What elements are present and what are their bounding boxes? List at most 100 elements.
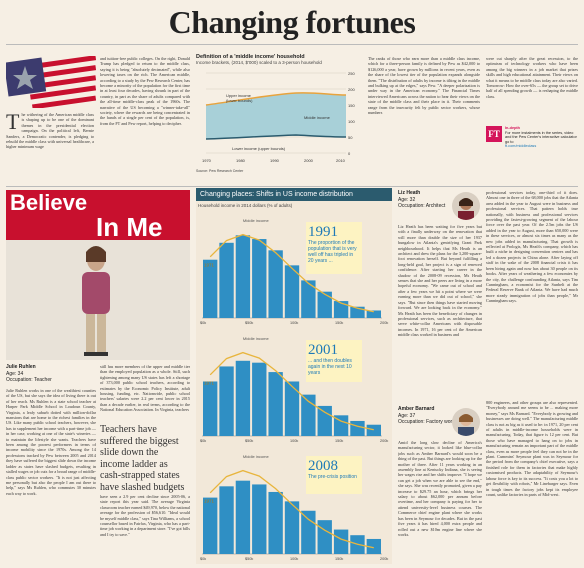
middle-income-band xyxy=(206,92,346,139)
promo-title: In-depth xyxy=(505,126,520,130)
histogram-bar xyxy=(301,280,316,318)
person3-text: Amid the long slow decline of America's … xyxy=(398,440,482,537)
histogram-bar xyxy=(252,362,267,436)
x-tick-label: 150k xyxy=(335,439,343,443)
label-middle-income: Middle income xyxy=(243,336,270,341)
histogram-bar xyxy=(366,310,381,318)
y-tick: 100 xyxy=(348,119,355,124)
promo-link[interactable]: ft.com/middleclass xyxy=(505,144,537,149)
histogram-bar xyxy=(203,381,218,436)
chart-subtitle: Household income in 2014 dollars (% of a… xyxy=(198,203,293,208)
histogram-bar xyxy=(333,415,349,436)
histogram-bar xyxy=(252,239,267,318)
section-rule xyxy=(6,186,578,187)
histogram-bar xyxy=(235,360,251,436)
x-tick: 2010 xyxy=(336,158,346,163)
drop-cap: T xyxy=(6,112,20,134)
panel-note-2001: 2001 ... and then doubles again in the n… xyxy=(306,340,362,382)
banner-line-1: Believe xyxy=(10,190,87,215)
histogram-bar xyxy=(203,497,218,554)
mid-text-b: have seen a 2.9 per cent decline since 2… xyxy=(100,494,190,537)
histogram-bar xyxy=(333,529,349,554)
x-tick-label: $50k xyxy=(245,321,253,325)
income-distribution-plot: 1971 Middle income $0k $50k 100k 150k 200k 1971… xyxy=(200,218,388,561)
mid-text-column-b: have seen a 2.9 per cent decline since 2… xyxy=(100,494,190,564)
right-text-2: 800 engineers, and other groups are also… xyxy=(486,400,578,497)
pull-quote: Teachers have suffered the biggest slide… xyxy=(100,424,185,493)
person2-avatar xyxy=(452,192,480,220)
x-tick-label: 100k xyxy=(290,439,298,443)
histogram-bar xyxy=(252,484,267,554)
intro-column-1: T he withering of the American middle cl… xyxy=(6,112,94,196)
histogram-bar xyxy=(219,486,234,554)
histogram-bar xyxy=(219,242,234,318)
label-upper: Upper income xyxy=(226,93,252,98)
person3-text-column: Amid the long slow decline of America's … xyxy=(398,440,482,564)
banner-background xyxy=(6,190,190,240)
histogram-bar xyxy=(317,520,332,554)
ft-promo-box[interactable]: FT In-depth For more instalments in the … xyxy=(486,126,578,148)
person2-text: Liz Heath has been waiting for five year… xyxy=(398,224,482,338)
histogram-bar xyxy=(350,306,365,318)
person1-name: Julie Ruhlen xyxy=(6,364,36,370)
person3-occupation: Occupation: Factory worker xyxy=(398,419,460,425)
page-headline: Changing fortunes xyxy=(168,4,416,40)
histogram-bar xyxy=(317,291,332,318)
person2-occupation: Occupation: Architect xyxy=(398,203,446,209)
y-tick: 250 xyxy=(348,71,355,76)
x-tick-label: 100k xyxy=(290,557,298,561)
x-tick-label: $0k xyxy=(200,439,206,443)
x-tick: 1980 xyxy=(236,158,246,163)
label-1971: 1971 xyxy=(204,262,215,267)
intro-column-2: and tuition-free public colleges. On the… xyxy=(100,56,190,196)
person2-byline: Liz Heath Age: 32 Occupation: Architect xyxy=(398,190,478,210)
teacher-figure xyxy=(82,246,110,356)
histogram-bar xyxy=(350,420,365,436)
panel-year-2001: 2001 xyxy=(308,342,338,358)
histogram-bar xyxy=(235,480,251,554)
histogram-bar xyxy=(268,491,283,554)
label-upper-sub: (lower bounds) xyxy=(226,98,253,103)
person3-avatar xyxy=(452,408,480,436)
x-tick-label: 200k xyxy=(380,557,388,561)
promo-text: For more instalments in the series, vide… xyxy=(505,130,577,144)
panel-note-2008: 2008 The pre-crisis position xyxy=(306,456,362,494)
x-tick-label: 100k xyxy=(290,321,298,325)
top-chart-x-ticks: 1970 1980 1990 2000 2010 xyxy=(202,158,346,163)
x-tick: 1990 xyxy=(270,158,280,163)
y-tick: 0 xyxy=(348,151,351,156)
teacher-photo: Believe In Me xyxy=(6,190,190,360)
histogram-bar xyxy=(284,501,300,554)
right-text-column-2: 800 engineers, and other groups are also… xyxy=(486,400,578,564)
panel-text-2008: The pre-crisis position xyxy=(308,474,357,480)
intro-text-1: he withering of the American middle clas… xyxy=(6,112,94,150)
x-tick-label: $50k xyxy=(245,439,253,443)
star-icon xyxy=(13,66,37,89)
person3-age: Age: 37 xyxy=(398,412,416,419)
x-tick-label: $0k xyxy=(200,557,206,561)
top-chart-source: Source: Pew Research Center xyxy=(196,169,244,173)
x-tick-label: 150k xyxy=(335,557,343,561)
person3-byline: Amber Barnard Age: 37 Occupation: Factor… xyxy=(398,406,478,426)
flag-graphic xyxy=(6,56,96,108)
histogram-bar xyxy=(235,235,251,318)
right-text-1: professional services today, one-third o… xyxy=(486,190,578,304)
right-text-column-1: professional services today, one-third o… xyxy=(486,190,578,396)
x-tick-label: 200k xyxy=(380,321,388,325)
person1-text: Julie Ruhlen works in one of the wealthi… xyxy=(6,388,96,496)
label-middle-income: Middle income xyxy=(243,218,270,223)
y-tick: 200 xyxy=(348,87,355,92)
x-tick: 2000 xyxy=(304,158,314,163)
income-definition-chart: Definition of a 'middle income' househol… xyxy=(196,54,364,176)
x-tick-label: $0k xyxy=(200,321,206,325)
histogram-bar xyxy=(301,394,316,436)
upper-income-line xyxy=(205,92,347,106)
headline-rule xyxy=(6,44,578,45)
top-text-4: were cut sharply after the great recessi… xyxy=(486,56,578,99)
x-tick-label: 150k xyxy=(335,321,343,325)
top-text-column-3: The ranks of those who earn more than a … xyxy=(368,56,480,186)
panel-text-2001: ... and then doubles again in the next 1… xyxy=(308,358,352,376)
label-1971: 1971 xyxy=(204,498,215,503)
banner-line-2: In Me xyxy=(96,212,162,242)
